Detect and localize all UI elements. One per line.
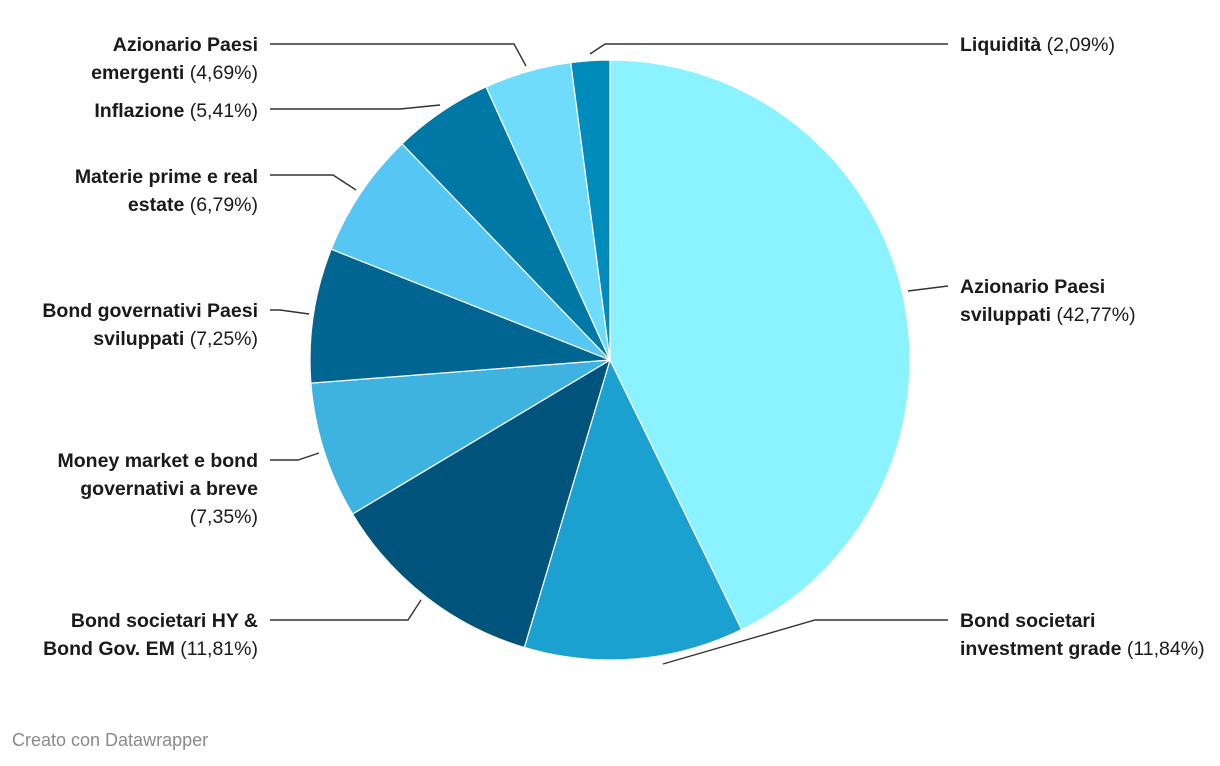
slice-label-value: (4,69%): [184, 62, 258, 84]
slice-label-name: Materie prime e real: [75, 166, 258, 188]
slice-label-value: (2,09%): [1041, 34, 1115, 56]
pie-slice: [523, 358, 743, 661]
slice-label: Bond societari investment grade (11,84%): [960, 610, 1205, 660]
pie-slice: [351, 358, 612, 649]
leader-line: [270, 452, 320, 461]
pie-slice: [609, 59, 911, 631]
slice-label-name: estate (6,79%): [128, 194, 258, 216]
slice-label-name: Inflazione (5,41%): [94, 100, 258, 122]
pie-slice: [309, 248, 611, 384]
slice-label-name: sviluppati (42,77%): [960, 304, 1136, 326]
slice-label-value: (5,41%): [184, 100, 258, 122]
slice-label-value: (7,35%): [190, 506, 258, 528]
leader-line: [662, 619, 948, 665]
slice-label-name: Money market e bond: [58, 450, 258, 472]
slice-label-name: sviluppati (7,25%): [93, 328, 258, 350]
pie-slice: [330, 142, 611, 361]
slice-label-name: emergenti (4,69%): [91, 62, 258, 84]
slice-label-name: Azionario Paesi: [113, 34, 258, 56]
slice-label-value: (42,77%): [1051, 304, 1136, 326]
slice-label: Bond governativi Paesi sviluppati (7,25%): [42, 300, 258, 350]
slice-label: Bond societari HY & Bond Gov. EM (11,81%): [43, 610, 258, 660]
slice-label: Liquidità (2,09%): [960, 34, 1115, 56]
slice-label-name: Bond societari HY &: [71, 610, 258, 632]
leader-line: [270, 599, 422, 621]
leader-line: [270, 104, 441, 110]
leader-line: [270, 309, 310, 315]
slice-label-name: Bond Gov. EM (11,81%): [43, 638, 258, 660]
slice-label: Inflazione (5,41%): [94, 100, 258, 122]
slice-label-name: investment grade (11,84%): [960, 638, 1205, 660]
leader-line: [907, 285, 949, 292]
slice-label-value: (11,84%): [1121, 638, 1204, 660]
slice-label-name: Azionario Paesi: [960, 276, 1105, 298]
leader-line: [270, 174, 357, 191]
leader-lines: [270, 43, 949, 665]
leader-line: [589, 43, 948, 55]
leader-line: [270, 43, 527, 67]
slice-label-value: (7,25%): [184, 328, 258, 350]
slice-label-value: (11,81%): [175, 638, 258, 660]
pie-slice: [310, 359, 611, 515]
pie-slices: [309, 59, 911, 661]
pie-slice: [570, 59, 611, 361]
credit-text: Creato con Datawrapper: [12, 730, 209, 750]
slice-label: Azionario Paesi emergenti (4,69%): [91, 34, 258, 84]
slice-label-name: Bond governativi Paesi: [42, 300, 258, 322]
slice-label: Materie prime e real estate (6,79%): [75, 166, 258, 216]
slice-label-name: Bond societari: [960, 610, 1095, 632]
slice-label: Money market e bond governativi a breve (7…: [58, 450, 259, 528]
slice-label-name: governativi a breve: [80, 478, 258, 500]
slice-label: Azionario Paesi sviluppati (42,77%): [960, 276, 1136, 326]
slice-labels: Azionario Paesi sviluppati (42,77%) Bond s…: [42, 34, 1204, 660]
slice-label-name: Liquidità (2,09%): [960, 34, 1115, 56]
slice-label-value: (6,79%): [184, 194, 258, 216]
